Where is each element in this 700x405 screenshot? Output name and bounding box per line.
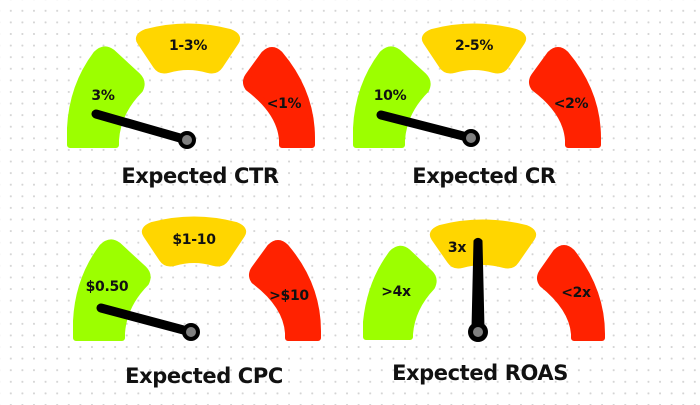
needle-pivot-center — [182, 135, 192, 145]
gauge-segment-mid — [141, 216, 247, 267]
needle-pivot-center — [466, 133, 476, 143]
gauge-cr: 10% 2-5% <2% Expected CR — [340, 0, 620, 200]
gauge-segment-mid — [135, 23, 241, 74]
gauge-label-good: 10% — [374, 88, 407, 104]
gauge-ctr-graphic: 3% 1-3% <1% — [67, 23, 315, 149]
gauge-label-bad: <1% — [267, 96, 302, 112]
gauge-cpc: $0.50 $1-10 >$10 Expected CPC — [60, 200, 340, 400]
gauge-label-mid: $1-10 — [172, 232, 216, 248]
needle-pivot-center — [186, 327, 196, 337]
gauge-label-bad: <2% — [554, 96, 589, 112]
gauge-label-mid: 2-5% — [455, 38, 493, 54]
gauge-label-good: 3% — [91, 88, 114, 104]
gauge-label-mid: 1-3% — [169, 38, 207, 54]
gauge-segment-bad — [243, 47, 315, 148]
gauge-title: Expected ROAS — [392, 361, 568, 385]
gauge-ctr: 3% 1-3% <1% Expected CTR — [60, 0, 340, 200]
gauge-segment-bad — [537, 245, 605, 341]
gauge-segment-bad — [529, 47, 601, 148]
gauge-segment-mid — [421, 23, 527, 74]
gauge-cr-graphic: 10% 2-5% <2% — [353, 23, 601, 148]
gauge-roas: >4x 3x <2x Expected ROAS — [340, 200, 620, 400]
gauge-title: Expected CR — [412, 164, 556, 188]
gauge-label-good: $0.50 — [86, 279, 129, 295]
gauge-segment-good — [73, 239, 151, 341]
gauge-cpc-graphic: $0.50 $1-10 >$10 — [73, 216, 321, 341]
needle-icon — [471, 238, 485, 330]
needle-icon — [91, 109, 192, 145]
gauge-title: Expected CPC — [125, 364, 283, 388]
needle-icon — [96, 303, 196, 337]
gauge-segment-bad — [249, 240, 321, 341]
gauge-label-bad: >$10 — [269, 288, 309, 304]
gauge-segment-mid — [429, 219, 537, 269]
gauge-segment-good — [67, 46, 145, 148]
gauge-title: Expected CTR — [121, 164, 279, 188]
gauge-segment-good — [353, 46, 431, 148]
needle-pivot-center — [473, 327, 483, 337]
gauge-segment-good — [363, 245, 437, 340]
gauge-label-good: >4x — [381, 284, 411, 300]
gauge-label-mid: 3x — [448, 240, 466, 256]
gauge-roas-graphic: >4x 3x <2x — [363, 219, 605, 342]
gauge-label-bad: <2x — [561, 285, 591, 301]
needle-icon — [376, 110, 476, 143]
